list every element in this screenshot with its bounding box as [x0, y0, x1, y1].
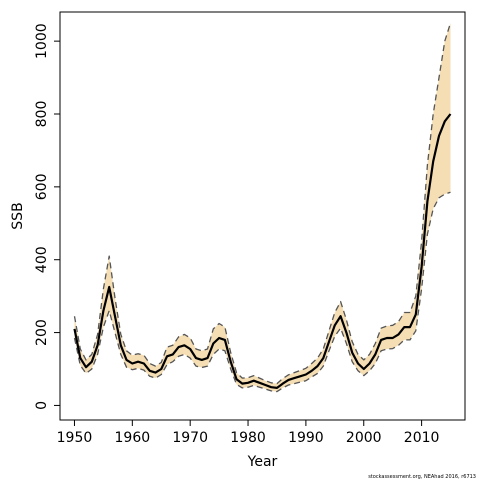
- ssb-estimate-line: [73, 113, 452, 389]
- x-tick-label: 1990: [288, 430, 324, 446]
- y-tick-label: 600: [34, 173, 50, 200]
- y-tick-label: 0: [34, 401, 50, 410]
- y-tick-label: 200: [34, 319, 50, 346]
- y-tick-label: 400: [34, 246, 50, 273]
- plot-frame: [59, 11, 466, 421]
- x-axis: 1950 1960 1970 1980 1990 2000 2010: [57, 420, 440, 446]
- y-axis: 0 200 400 600 800 1000: [34, 23, 60, 410]
- x-axis-title: Year: [247, 454, 278, 470]
- x-tick-label: 1980: [230, 430, 266, 446]
- x-tick-label: 2010: [404, 430, 440, 446]
- x-tick-label: 1950: [57, 430, 93, 446]
- x-tick-label: 1970: [172, 430, 208, 446]
- plot-area: [59, 11, 466, 421]
- credit-text: stockassessment.org, NEAhad 2016, r6713: [368, 474, 476, 480]
- x-tick-label: 2000: [346, 430, 382, 446]
- y-axis-title: SSB: [10, 202, 26, 229]
- upper-bound-line: [73, 22, 452, 385]
- x-tick-label: 1960: [115, 430, 151, 446]
- y-tick-label: 800: [34, 101, 50, 128]
- lower-bound-line: [73, 191, 451, 393]
- y-tick-label: 1000: [34, 23, 50, 59]
